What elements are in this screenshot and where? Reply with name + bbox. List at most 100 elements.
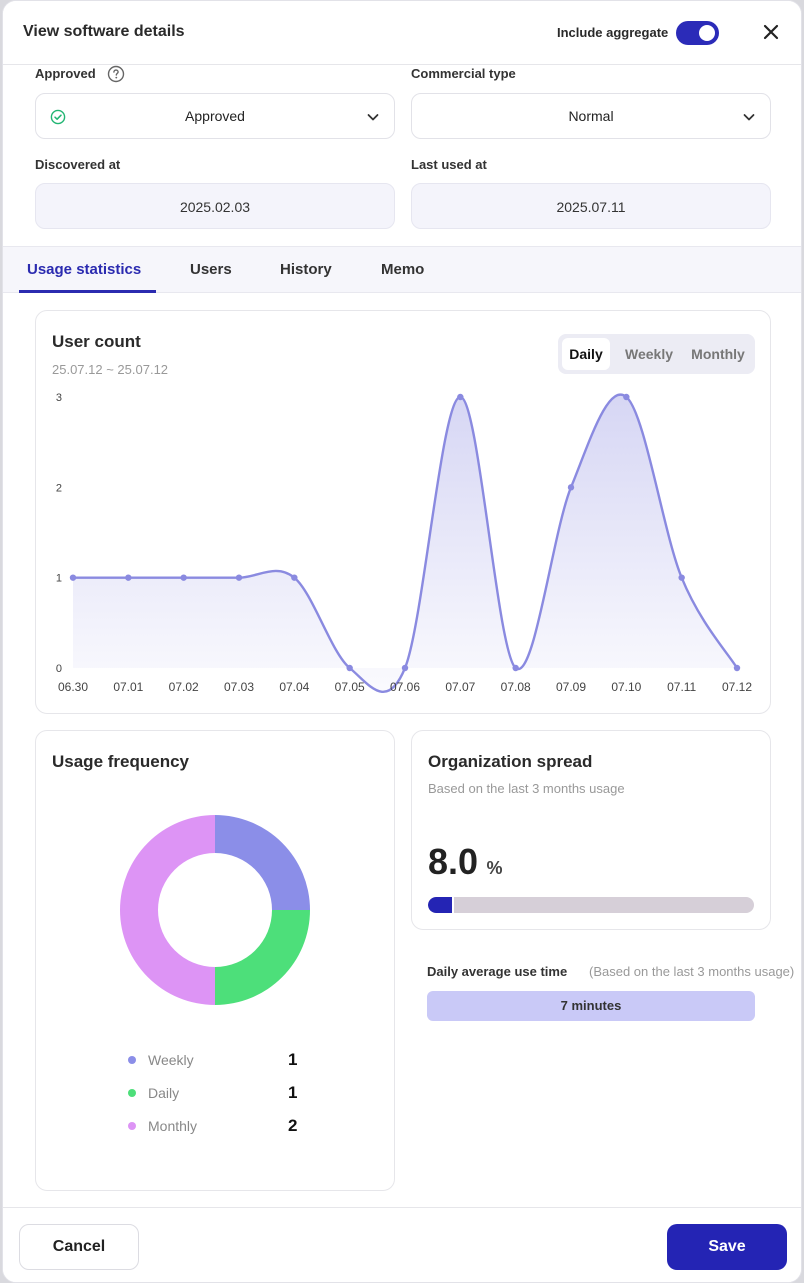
commercial-type-label: Commercial type [411,66,516,81]
y-tick-label: 2 [56,482,62,494]
chart-point[interactable] [567,484,575,491]
tab-bar: Usage statistics Users History Memo [3,246,801,293]
close-icon[interactable] [760,21,782,43]
org-spread-progress-track [428,897,754,913]
daily-average-label: Daily average use time [427,964,568,979]
tab-usage-statistics[interactable]: Usage statistics [27,261,142,278]
tab-history[interactable]: History [280,261,332,278]
y-tick-label: 3 [56,392,62,404]
chart-point[interactable] [346,664,353,672]
approved-select[interactable]: Approved [35,93,395,139]
tab-memo[interactable]: Memo [381,261,425,278]
chart-point[interactable] [512,664,519,672]
x-tick-label: 07.11 [667,680,696,694]
chart-point[interactable] [457,393,464,401]
legend-dot-weekly [128,1056,136,1064]
x-tick-label: 07.12 [722,680,752,694]
donut-slice-weekly[interactable] [215,815,310,910]
legend-item-weekly: Weekly 1 [128,1050,308,1070]
modal-title: View software details [23,23,185,40]
legend-label-monthly: Monthly [148,1118,198,1134]
chevron-down-icon [743,114,755,121]
last-used-at-label: Last used at [411,157,487,172]
x-tick-label: 07.01 [113,680,143,694]
cancel-button[interactable]: Cancel [19,1224,139,1270]
org-spread-title: Organization spread [428,752,593,771]
user-count-title: User count [52,332,141,351]
approved-value: Approved [185,108,245,124]
org-spread-value: 8.0 [428,841,479,882]
org-spread-value-group: 8.0 % [428,841,503,883]
x-tick-label: 07.08 [501,680,531,694]
last-used-at-value: 2025.07.11 [556,199,626,215]
legend-label-weekly: Weekly [148,1052,194,1068]
period-daily-button[interactable]: Daily [562,338,610,370]
last-used-at-field: 2025.07.11 [411,183,771,229]
user-count-card: User count 25.07.12 ~ 25.07.12 Daily Wee… [35,310,771,714]
period-weekly-button[interactable]: Weekly [625,346,673,362]
legend-value-weekly: 1 [288,1050,298,1069]
y-tick-label: 1 [56,573,62,585]
donut-slice-daily[interactable] [215,910,310,1005]
legend-value-monthly: 2 [288,1116,298,1135]
x-tick-label: 07.04 [279,680,309,694]
chart-point[interactable] [401,664,409,672]
chart-point[interactable] [235,574,243,581]
discovered-at-value: 2025.02.03 [179,199,251,215]
legend-item-monthly: Monthly 2 [128,1116,308,1136]
help-icon[interactable] [107,65,125,83]
donut-slice-monthly[interactable] [120,815,215,1005]
chart-point[interactable] [69,574,77,581]
period-selector: Daily Weekly Monthly [558,334,755,374]
org-spread-card: Organization spread Based on the last 3 … [411,730,771,930]
legend-dot-daily [128,1089,136,1097]
commercial-type-select[interactable]: Normal [411,93,771,139]
legend-item-daily: Daily 1 [128,1083,308,1103]
usage-frequency-donut [120,815,310,1005]
x-tick-label: 07.10 [611,680,641,694]
x-tick-label: 07.03 [224,680,254,694]
save-button[interactable]: Save [667,1224,787,1270]
x-tick-label: 07.05 [335,680,365,694]
chart-point[interactable] [678,574,685,581]
x-tick-label: 07.09 [556,680,586,694]
org-spread-subtitle: Based on the last 3 months usage [428,781,625,796]
include-aggregate-label: Include aggregate [557,25,669,40]
y-tick-label: 0 [56,663,62,675]
commercial-type-value: Normal [568,108,614,124]
org-spread-progress-fill [428,897,455,913]
daily-average-value: 7 minutes [427,991,755,1021]
legend-dot-monthly [128,1122,136,1130]
period-monthly-button[interactable]: Monthly [691,346,745,362]
legend-label-daily: Daily [148,1085,180,1101]
include-aggregate-toggle[interactable] [676,21,719,45]
usage-frequency-title: Usage frequency [52,752,189,771]
x-tick-label: 07.07 [445,680,475,694]
discovered-at-field: 2025.02.03 [35,183,395,229]
user-count-range: 25.07.12 ~ 25.07.12 [52,362,169,377]
x-tick-label: 07.06 [390,680,420,694]
approved-label: Approved [35,66,96,81]
chart-point[interactable] [733,664,741,672]
active-tab-indicator [19,290,156,293]
user-count-chart: 0 1 2 3 06.30 07.01 07.02 07.03 07.04 07.05 07.06 0… [56,392,752,694]
modal-footer: Cancel Save [3,1207,801,1282]
discovered-at-label: Discovered at [35,157,121,172]
legend-value-daily: 1 [288,1083,298,1102]
toggle-knob [699,25,715,41]
x-tick-label: 06.30 [58,680,88,694]
org-spread-unit: % [486,858,503,878]
modal-header: View software details Include aggregate [3,1,801,65]
chart-point[interactable] [180,574,187,581]
tab-users[interactable]: Users [190,261,232,278]
chart-point[interactable] [623,393,630,401]
chart-point[interactable] [125,574,132,581]
usage-frequency-card: Usage frequency Weekly 1 Daily 1 Monthly… [35,730,395,1191]
chart-area-fill [73,394,737,692]
chart-point[interactable] [291,574,298,581]
daily-average-note: (Based on the last 3 months usage) [589,964,795,979]
check-circle-icon [50,109,66,125]
chevron-down-icon [367,114,379,121]
x-tick-label: 07.02 [169,680,199,694]
